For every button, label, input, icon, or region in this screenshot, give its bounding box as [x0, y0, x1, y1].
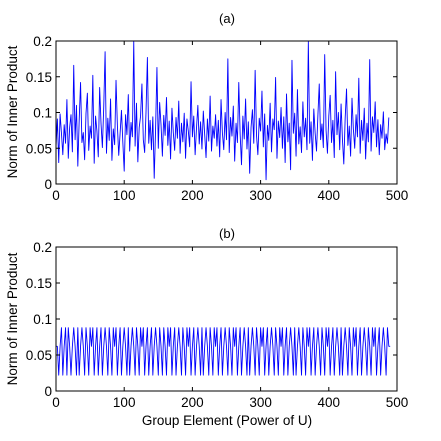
panel-a-ylabel: Norm of Inner Product — [5, 45, 20, 178]
y-tick-label: 0.1 — [33, 312, 52, 327]
y-tick-label: 0 — [44, 384, 52, 399]
y-tick-label: 0 — [44, 177, 52, 192]
panel-a-series-line — [55, 41, 390, 181]
y-tick-label: 0.05 — [26, 348, 52, 363]
x-tick-label: 0 — [52, 395, 60, 410]
y-tick-label: 0.15 — [26, 276, 52, 291]
y-tick-label: 0.05 — [26, 141, 52, 156]
x-tick-label: 400 — [318, 188, 341, 203]
x-tick-label: 500 — [386, 188, 409, 203]
x-tick-label: 400 — [318, 395, 341, 410]
x-tick-label: 300 — [249, 395, 272, 410]
x-tick-label: 300 — [249, 188, 272, 203]
panel-b-title: (b) — [219, 226, 235, 241]
panel-b-ylabel: Norm of Inner Product — [5, 252, 20, 385]
y-tick-label: 0.2 — [33, 240, 52, 255]
panel-b-xlabel: Group Element (Power of U) — [142, 413, 312, 428]
panel-a: (a) 0 100 200 300 400 500 0 0.05 0.1 0.15 0.2 Norm… — [5, 11, 408, 203]
x-tick-label: 100 — [113, 188, 136, 203]
panel-b: (b) 0 100 200 300 400 500 0 0.05 0.1 0.15 0.2 Norm… — [5, 226, 408, 428]
panel-b-series-line — [56, 327, 391, 376]
y-tick-label: 0.1 — [33, 106, 52, 121]
y-tick-label: 0.2 — [33, 34, 52, 49]
panel-a-plot — [55, 41, 390, 181]
x-tick-label: 200 — [181, 395, 204, 410]
panel-b-ticks: 0 100 200 300 400 500 0 0.05 0.1 0.15 0.2 — [26, 240, 409, 410]
x-tick-label: 500 — [386, 395, 409, 410]
x-tick-label: 0 — [52, 188, 60, 203]
panel-a-title: (a) — [219, 11, 235, 26]
x-tick-label: 100 — [113, 395, 136, 410]
panel-a-ticks: 0 100 200 300 400 500 0 0.05 0.1 0.15 0.2 — [26, 34, 409, 203]
y-tick-label: 0.15 — [26, 70, 52, 85]
panel-b-plot — [56, 327, 391, 376]
x-tick-label: 200 — [181, 188, 204, 203]
